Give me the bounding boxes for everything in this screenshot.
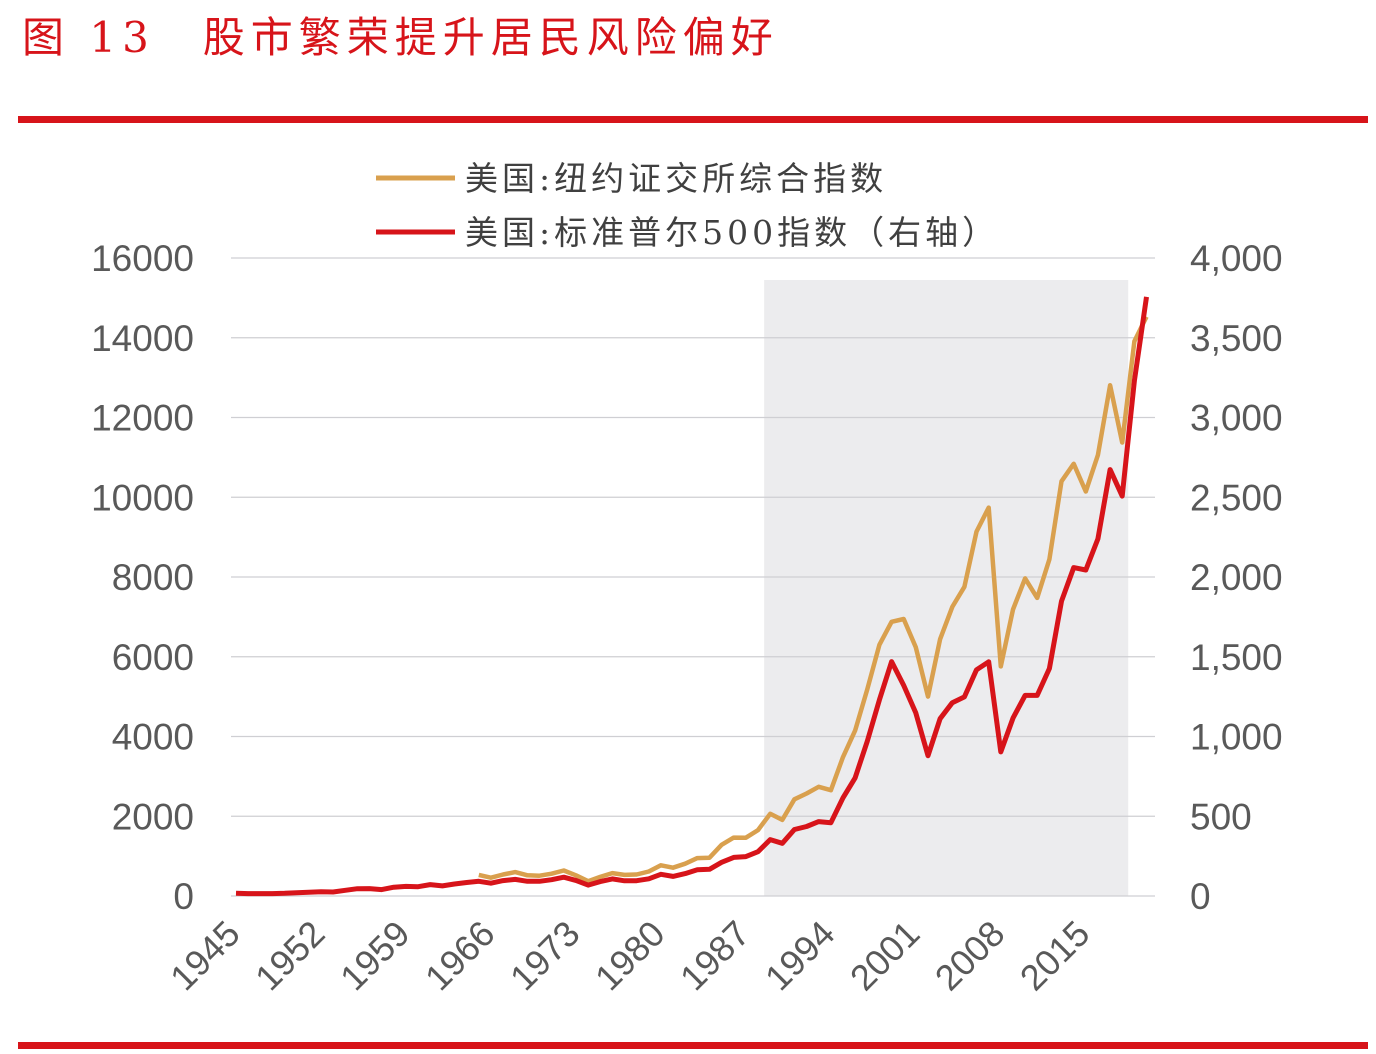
x-tick-label: 1973 <box>502 913 588 999</box>
y-right-tick-label: 2,500 <box>1190 477 1283 518</box>
x-tick-label: 1945 <box>162 913 248 999</box>
y-right-tick-label: 500 <box>1190 796 1252 837</box>
x-tick-label: 2015 <box>1012 913 1098 999</box>
series-line-nyse-composite <box>478 315 1149 884</box>
x-tick-label: 1959 <box>332 913 418 999</box>
y-left-tick-label: 2000 <box>112 796 194 837</box>
x-tick-label: 1952 <box>247 913 333 999</box>
x-tick-label: 1980 <box>587 913 673 999</box>
y-right-tick-label: 3,000 <box>1190 398 1283 439</box>
y-right-tick-label: 1,000 <box>1190 717 1283 758</box>
y-left-tick-label: 8000 <box>112 557 194 598</box>
bottom-divider <box>18 1042 1368 1049</box>
figure-title: 图 13 股市繁荣提升居民风险偏好 <box>22 13 779 62</box>
top-divider <box>18 116 1368 123</box>
x-tick-label: 1994 <box>757 913 843 999</box>
x-tick-label: 2001 <box>842 913 928 999</box>
legend-label: 美国:纽约证交所综合指数 <box>465 159 887 198</box>
y-left-tick-label: 12000 <box>91 398 194 439</box>
series-line-sp500 <box>235 296 1149 897</box>
y-left-tick-label: 14000 <box>91 318 194 359</box>
y-right-tick-label: 4,000 <box>1190 238 1283 279</box>
y-right-tick-label: 3,500 <box>1190 318 1283 359</box>
y-left-tick-label: 16000 <box>91 238 194 279</box>
y-left-tick-label: 10000 <box>91 477 194 518</box>
x-tick-label: 1966 <box>417 913 503 999</box>
y-right-tick-label: 2,000 <box>1190 557 1283 598</box>
y-right-tick-label: 0 <box>1190 876 1211 917</box>
legend-label: 美国:标准普尔500指数（右轴） <box>465 213 999 252</box>
y-left-tick-label: 4000 <box>112 717 194 758</box>
y-left-tick-label: 6000 <box>112 637 194 678</box>
y-right-tick-label: 1,500 <box>1190 637 1283 678</box>
shaded-region <box>764 280 1129 896</box>
x-tick-label: 1987 <box>672 913 758 999</box>
x-tick-label: 2008 <box>927 913 1013 999</box>
y-left-tick-label: 0 <box>173 876 194 917</box>
